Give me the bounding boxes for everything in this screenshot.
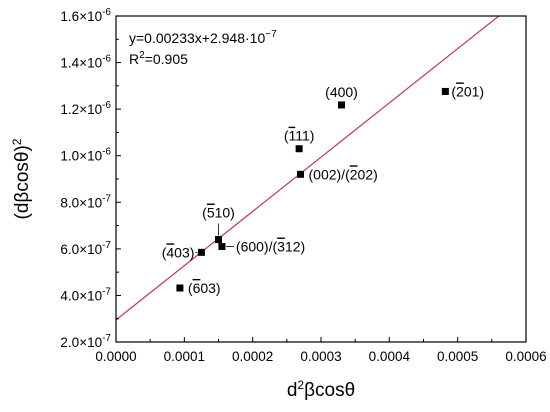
y-tick-exponent: -7 <box>102 333 111 344</box>
point-label-segment: 02) <box>358 166 378 182</box>
x-title-base: d <box>287 380 298 401</box>
point-label-segment: 01) <box>464 83 484 99</box>
y-ticks: 2.0×10-74.0×10-76.0×10-78.0×10-71.0×10-6… <box>60 7 121 350</box>
point-label-segment: (600)/( <box>236 239 278 255</box>
point-label-3: (600)/(312) <box>236 239 305 255</box>
x-tick-label: 0.0002 <box>232 349 273 364</box>
data-point-5 <box>297 170 304 178</box>
fit-equation: y=0.00233x+2.948·10−7 <box>129 29 277 46</box>
y-tick-exponent: -7 <box>102 240 111 251</box>
y-tick-mantissa: 1.4×10 <box>60 56 102 71</box>
x-tick-label: 0.0001 <box>164 349 205 364</box>
point-label-0: (603) <box>188 280 221 296</box>
y-tick-exponent: -6 <box>102 54 111 65</box>
fit-equation-main: y=0.00233x+2.948·10 <box>129 30 265 46</box>
x-ticks: 0.0000 0.0001 0.0002 0.0003 0.0004 0.0005 0.00… <box>95 337 547 364</box>
y-tick-mantissa: 1.2×10 <box>60 102 102 117</box>
y-tick-mantissa: 4.0×10 <box>60 288 102 303</box>
fit-line-group <box>116 16 500 321</box>
point-label-segment: 3 <box>277 239 285 255</box>
r2-prefix: R <box>129 51 139 67</box>
x-axis-title: d2βcosθ <box>287 378 355 401</box>
data-point-6 <box>338 101 345 109</box>
x-tick-label: 0.0004 <box>369 349 411 364</box>
y-axis-title: (dβcosθ)2 <box>10 138 33 219</box>
data-points <box>176 87 449 292</box>
point-label-segment: 1 <box>288 128 296 144</box>
fit-equation-exp: −7 <box>265 29 277 40</box>
point-label-segment: 4 <box>166 244 174 260</box>
y-tick-label: 8.0×10-7 <box>60 193 111 210</box>
y-tick-label: 1.6×10-6 <box>60 7 111 24</box>
point-label-segment: ( <box>451 83 456 99</box>
x-tick-label: 0.0003 <box>300 349 341 364</box>
data-point-0 <box>176 284 184 292</box>
point-label-segment: (002)/( <box>309 166 351 182</box>
y-tick-mantissa: 8.0×10 <box>60 195 102 210</box>
x-title-rest: βcosθ <box>304 380 355 401</box>
x-tick-label: 0.0000 <box>95 349 136 364</box>
point-label-segment: 12) <box>285 239 305 255</box>
y-tick-label: 1.2×10-6 <box>60 100 111 117</box>
point-labels: (603)(403)(510)(600)/(312)(111)(002)/(20… <box>162 83 484 296</box>
x-tick-label: 0.0005 <box>437 349 478 364</box>
data-point-3 <box>218 243 226 251</box>
y-tick-exponent: -6 <box>102 100 111 111</box>
r2-sup: 2 <box>139 50 145 61</box>
point-label-segment: ( <box>162 244 167 260</box>
y-tick-mantissa: 2.0×10 <box>60 335 102 350</box>
y-tick-mantissa: 6.0×10 <box>60 242 102 257</box>
r2-value: =0.905 <box>145 51 188 67</box>
y-tick-label: 2.0×10-7 <box>60 333 111 350</box>
point-label-2: (510) <box>202 205 235 221</box>
y-tick-label: 6.0×10-7 <box>60 240 111 257</box>
point-label-segment: 2 <box>456 83 464 99</box>
point-label-segment: 2 <box>350 166 358 182</box>
point-label-7: (201) <box>451 83 484 99</box>
y-tick-mantissa: 1.0×10 <box>60 149 102 164</box>
data-point-1 <box>197 248 205 256</box>
y-tick-mantissa: 1.6×10 <box>60 9 102 24</box>
fit-line <box>116 16 500 321</box>
fit-r2: R2=0.905 <box>129 50 188 67</box>
point-label-segment: 11) <box>295 128 314 144</box>
y-tick-exponent: -7 <box>102 193 111 204</box>
data-point-4 <box>295 145 303 153</box>
y-tick-exponent: -6 <box>102 147 111 158</box>
data-point-7 <box>441 87 449 95</box>
data-point-2 <box>215 236 222 244</box>
point-label-5: (002)/(202) <box>309 166 378 182</box>
point-label-6: (400) <box>325 84 358 100</box>
point-label-segment: 03) <box>174 244 194 260</box>
y-tick-exponent: -6 <box>102 7 111 18</box>
y-tick-label: 1.4×10-6 <box>60 54 111 71</box>
point-label-segment: (400) <box>325 84 358 100</box>
x-title-sup: 2 <box>297 378 304 392</box>
y-tick-label: 1.0×10-6 <box>60 147 111 164</box>
y-tick-exponent: -7 <box>102 286 111 297</box>
point-label-segment: ( <box>284 128 289 144</box>
y-title-main: (dβcosθ) <box>12 145 33 219</box>
point-label-segment: 10) <box>215 205 235 221</box>
y-title-sup: 2 <box>10 138 24 145</box>
point-label-1: (403) <box>162 244 195 260</box>
point-label-4: (111) <box>284 128 315 144</box>
point-label-segment: ( <box>202 205 207 221</box>
point-label-segment: 5 <box>207 205 215 221</box>
x-tick-label: 0.0006 <box>505 349 546 364</box>
point-label-segment: ( <box>188 280 193 296</box>
y-tick-label: 4.0×10-7 <box>60 286 111 303</box>
point-label-segment: 6 <box>193 280 201 296</box>
point-label-segment: 03) <box>200 280 220 296</box>
